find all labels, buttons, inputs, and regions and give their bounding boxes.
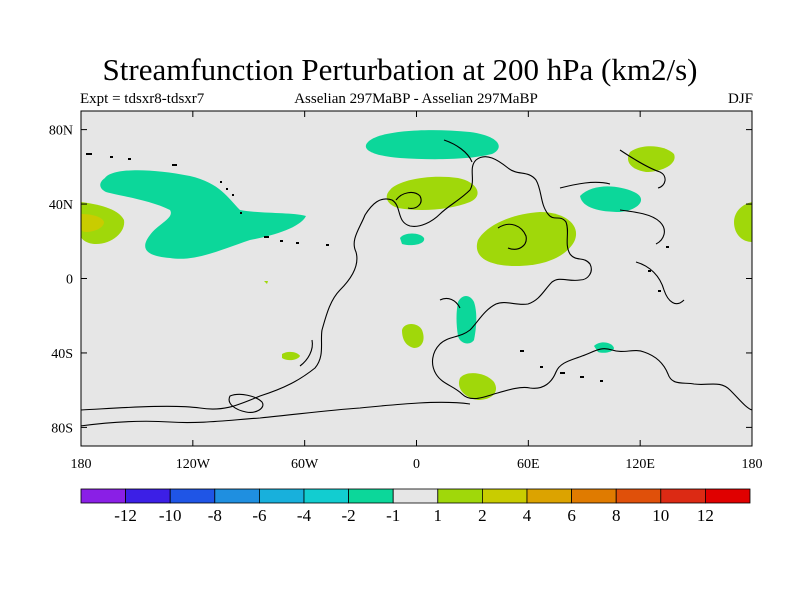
- colorbar-swatch: [169, 488, 216, 504]
- colorbar-swatch: [526, 488, 572, 504]
- positive-anomaly-southern: [458, 373, 497, 400]
- negative-anomaly-indian: [594, 342, 614, 353]
- subtitle-center: Asselian 297MaBP - Asselian 297MaBP: [294, 91, 538, 107]
- colorbar-label: 8: [612, 506, 621, 525]
- lat-tick-label: 40S: [51, 347, 73, 362]
- colorbar-label: 6: [567, 506, 576, 525]
- colorbar-label: 1: [434, 506, 443, 525]
- colorbar-label: 10: [652, 506, 669, 525]
- colorbar-label: 2: [478, 506, 487, 525]
- subtitle-right: DJF: [727, 91, 753, 107]
- colorbar-label: -6: [252, 506, 266, 525]
- colorbar-label: -1: [386, 506, 400, 525]
- lon-tick-label: 180: [742, 457, 763, 472]
- lon-tick-label: 120E: [625, 457, 655, 472]
- colorbar-swatch: [214, 488, 260, 504]
- longitude-axis: 180 120W 60W 0 60E 120E 180: [71, 111, 763, 472]
- negative-anomaly-siberia: [580, 186, 642, 212]
- positive-anomaly-speck: [264, 281, 268, 284]
- colorbar-label: -12: [114, 506, 137, 525]
- colorbar-label: -8: [208, 506, 222, 525]
- colorbar-swatch: [125, 488, 171, 504]
- negative-anomaly-atlantic: [400, 233, 425, 246]
- positive-anomaly-samerica: [282, 351, 300, 361]
- positive-anomaly-pacific-east: [734, 202, 752, 242]
- lat-tick-label: 40N: [49, 198, 73, 213]
- colorbar-swatch: [615, 488, 662, 504]
- subtitle-left: Expt = tdsxr8-tdsxr7: [80, 91, 205, 107]
- colorbar-swatch: [571, 488, 617, 504]
- negative-anomaly-arctic: [365, 130, 499, 160]
- negative-anomaly-npacific: [100, 170, 306, 259]
- lat-tick-label: 0: [66, 273, 73, 288]
- lon-tick-label: 60E: [517, 457, 540, 472]
- latitude-axis: 80N 40N 0 40S 80S: [49, 124, 752, 436]
- colorbar-swatch: [481, 488, 528, 504]
- island-specks: [86, 153, 669, 382]
- colorbar: -12 -10 -8 -6 -4 -2 -1 1 2 4 6 8 10 12: [80, 488, 751, 525]
- coastlines: [81, 139, 752, 427]
- lon-tick-label: 60W: [291, 457, 319, 472]
- colorbar-swatch: [303, 488, 349, 504]
- colorbar-label: -4: [297, 506, 312, 525]
- colorbar-swatch: [705, 488, 751, 504]
- lat-tick-label: 80N: [49, 124, 73, 139]
- positive-anomaly-safrica: [402, 324, 424, 348]
- positive-anomaly-npacific-east: [627, 146, 675, 172]
- colorbar-swatch: [392, 488, 439, 504]
- lon-tick-label: 180: [71, 457, 92, 472]
- negative-anomaly-africa: [456, 296, 477, 344]
- lon-tick-label: 120W: [176, 457, 211, 472]
- colorbar-label: -2: [342, 506, 356, 525]
- colorbar-swatch: [660, 488, 706, 504]
- lat-tick-label: 80S: [51, 421, 73, 436]
- lon-tick-label: 0: [413, 457, 420, 472]
- colorbar-swatch: [437, 488, 483, 504]
- colorbar-label: -10: [159, 506, 182, 525]
- colorbar-label: 4: [523, 506, 532, 525]
- colorbar-swatch: [80, 488, 126, 504]
- colorbar-label: 12: [697, 506, 714, 525]
- colorbar-swatch: [348, 488, 394, 504]
- positive-core-pacific-west: [81, 214, 104, 232]
- plot-title: Streamfunction Perturbation at 200 hPa (…: [102, 52, 698, 87]
- colorbar-swatch: [258, 488, 305, 504]
